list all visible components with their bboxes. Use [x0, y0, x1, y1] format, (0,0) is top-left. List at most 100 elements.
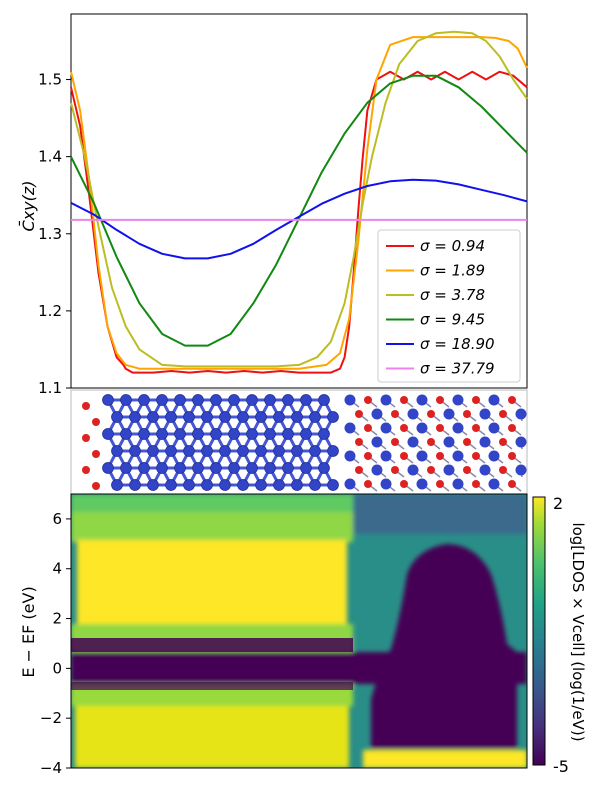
- atom-blue: [174, 394, 186, 406]
- atom-red: [463, 466, 471, 474]
- atom-blue: [102, 394, 114, 406]
- atom-blue: [138, 462, 150, 474]
- region-upper-green: [71, 494, 353, 514]
- atom-blue: [407, 464, 419, 476]
- atom-red: [355, 410, 363, 418]
- atom-blue: [371, 436, 383, 448]
- atom-blue: [255, 445, 267, 457]
- atom-blue: [282, 428, 294, 440]
- atom-blue: [282, 394, 294, 406]
- atom-red: [472, 424, 480, 432]
- atom-red: [364, 396, 372, 404]
- atom-blue: [219, 479, 231, 491]
- atom-red: [400, 424, 408, 432]
- atom-blue: [344, 478, 356, 490]
- ldos-heatmap-panel: −4 −2 0 2 4 6 E − EF (eV) 2 -5 log[LDOS × Vce…: [19, 493, 587, 777]
- atom-blue: [318, 462, 330, 474]
- atom-blue: [138, 428, 150, 440]
- atom-blue: [237, 479, 249, 491]
- atom-blue: [219, 445, 231, 457]
- y-tick-label: 4: [52, 560, 62, 578]
- atom-blue: [255, 411, 267, 423]
- colorbar: [532, 496, 546, 766]
- legend-label: σ = 3.78: [420, 286, 485, 304]
- atom-blue: [327, 479, 339, 491]
- y-tick-label: 1.2: [38, 302, 62, 320]
- structure-atoms: [82, 394, 527, 491]
- atom-red: [92, 450, 100, 458]
- legend-label: σ = 9.45: [420, 311, 485, 329]
- atom-blue: [273, 445, 285, 457]
- line-plot-y-ticks: 1.1 1.2 1.3 1.4 1.5: [38, 71, 71, 397]
- atom-red: [400, 452, 408, 460]
- atom-blue: [147, 411, 159, 423]
- atom-blue: [327, 411, 339, 423]
- atom-blue: [156, 428, 168, 440]
- atom-blue: [443, 436, 455, 448]
- heatmap-canvas: [71, 494, 527, 768]
- atom-red: [436, 424, 444, 432]
- atom-blue: [264, 428, 276, 440]
- atom-blue: [120, 462, 132, 474]
- atom-blue: [452, 478, 464, 490]
- atom-blue: [129, 411, 141, 423]
- atom-blue: [300, 462, 312, 474]
- atom-red: [400, 480, 408, 488]
- series-line-3: [70, 74, 528, 347]
- atom-blue: [515, 436, 527, 448]
- atom-red: [427, 438, 435, 446]
- atom-blue: [344, 394, 356, 406]
- atom-blue: [111, 445, 123, 457]
- atom-blue: [165, 479, 177, 491]
- atom-blue: [318, 394, 330, 406]
- series-line-0: [70, 70, 528, 374]
- atom-red: [463, 438, 471, 446]
- region-upper-lightgreen: [71, 512, 353, 542]
- atom-blue: [452, 422, 464, 434]
- atom-blue: [102, 428, 114, 440]
- atom-blue: [201, 479, 213, 491]
- legend-items: σ = 0.94 σ = 1.89 σ = 3.78 σ = 9.45 σ = 18.9…: [386, 237, 495, 378]
- y-tick-label: 0: [52, 659, 62, 677]
- line-plot-y-axis-label: C̄xy(z): [19, 181, 38, 232]
- region-metal-conduction: [77, 540, 347, 626]
- region-insulator-valence: [363, 750, 527, 768]
- atom-blue: [273, 479, 285, 491]
- atom-blue: [488, 394, 500, 406]
- atom-red: [355, 438, 363, 446]
- atom-red: [400, 396, 408, 404]
- atom-blue: [210, 394, 222, 406]
- atom-blue: [282, 462, 294, 474]
- region-insulator-gap: [371, 544, 517, 749]
- legend-label: σ = 18.90: [420, 335, 495, 353]
- atom-blue: [344, 422, 356, 434]
- atom-blue: [416, 394, 428, 406]
- y-tick-label: 1.3: [38, 225, 62, 243]
- atom-blue: [111, 479, 123, 491]
- atom-blue: [210, 428, 222, 440]
- atom-red: [472, 480, 480, 488]
- colorbar-label: log[LDOS × Vcell] (log(1/eV)): [569, 522, 587, 741]
- atom-blue: [488, 422, 500, 434]
- atom-blue: [488, 478, 500, 490]
- atom-red: [463, 410, 471, 418]
- region-metal-valence: [75, 706, 349, 768]
- atom-blue: [300, 394, 312, 406]
- atom-red: [499, 410, 507, 418]
- atom-red: [508, 396, 516, 404]
- atom-blue: [309, 479, 321, 491]
- gap-edge-upper: [71, 638, 353, 652]
- atom-blue: [183, 479, 195, 491]
- legend: σ = 0.94 σ = 1.89 σ = 3.78 σ = 9.45 σ = 18.9…: [377, 229, 521, 383]
- atom-red: [82, 466, 90, 474]
- atom-blue: [479, 408, 491, 420]
- atom-red: [499, 438, 507, 446]
- heatmap-frame: [70, 493, 528, 769]
- atom-blue: [255, 479, 267, 491]
- atom-red: [364, 424, 372, 432]
- atom-blue: [488, 450, 500, 462]
- atom-blue: [237, 445, 249, 457]
- atom-red: [472, 396, 480, 404]
- atom-red: [436, 452, 444, 460]
- atom-blue: [479, 464, 491, 476]
